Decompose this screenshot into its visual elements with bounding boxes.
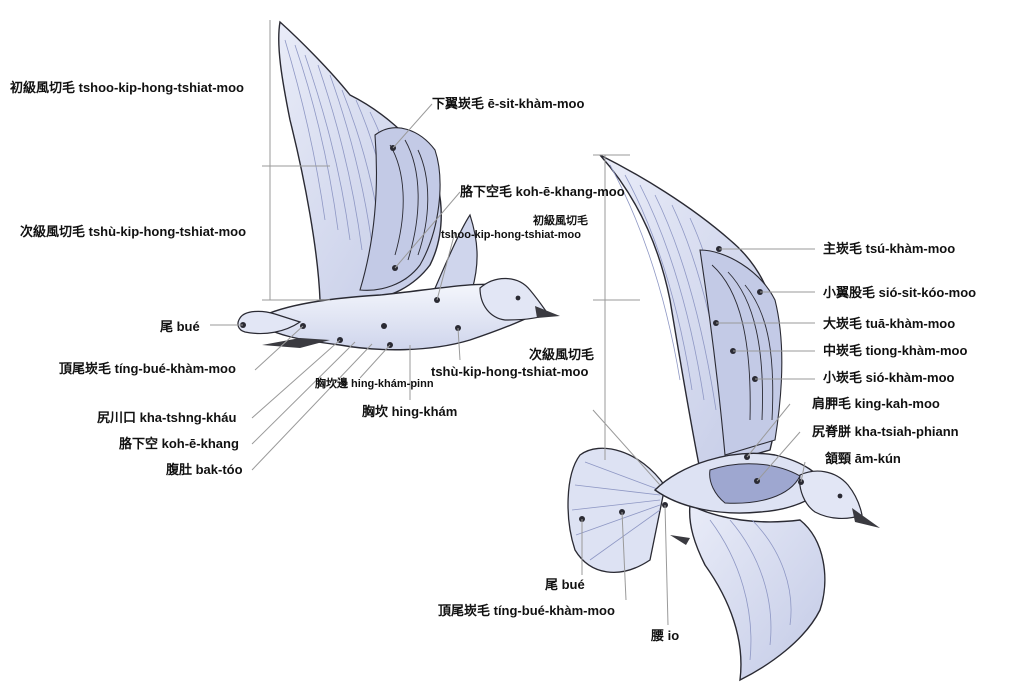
right-bird-leg bbox=[670, 535, 690, 545]
label-secondaries-inner-1: 次級風切毛 bbox=[529, 347, 595, 362]
label-primary-coverts: 主崁毛 tsú-khàm-moo bbox=[823, 241, 956, 256]
right-bird-bracket bbox=[592, 154, 661, 486]
left-bird bbox=[210, 20, 560, 471]
left-bird-feet bbox=[262, 338, 330, 348]
right-bird-lower-wing bbox=[688, 503, 826, 682]
label-tail-right: 尾 bué bbox=[545, 577, 585, 592]
left-bird-beak bbox=[535, 306, 560, 318]
label-secondaries: 次級風切毛 tshù-kip-hong-tshiat-moo bbox=[20, 224, 247, 239]
label-primaries-inner-1: 初級風切毛 bbox=[533, 215, 588, 227]
label-rump: 腰 io bbox=[651, 628, 680, 643]
label-nape: 頷頸 ām-kún bbox=[825, 451, 901, 466]
left-bird-bracket bbox=[262, 20, 330, 301]
label-scapulars: 肩胛毛 king-kah-moo bbox=[812, 396, 940, 411]
label-median-coverts: 中崁毛 tiong-khàm-moo bbox=[823, 343, 968, 358]
right-bird-leaders bbox=[581, 248, 815, 626]
right-bird bbox=[567, 154, 880, 682]
label-primaries: 初級風切毛 tshoo-kip-hong-tshiat-moo bbox=[10, 80, 244, 95]
label-vent: 尻川口 kha-tshng-kháu bbox=[97, 410, 237, 425]
left-bird-leaders bbox=[210, 103, 461, 471]
left-bird-eye bbox=[515, 295, 521, 301]
label-breast: 胸坎 hing-khám bbox=[362, 404, 458, 419]
right-bird-eye bbox=[837, 493, 843, 499]
right-bird-mantle bbox=[709, 463, 801, 504]
right-bird-tail bbox=[567, 447, 666, 573]
left-bird-far-wing bbox=[428, 213, 478, 301]
label-alula: 小翼股毛 sió-sit-kóo-moo bbox=[823, 285, 977, 300]
label-flank: 胳下空 koh-ē-khang bbox=[119, 436, 239, 451]
label-tail-left: 尾 bué bbox=[160, 319, 200, 334]
left-bird-tail bbox=[237, 310, 302, 335]
label-lesser-coverts: 小崁毛 sió-khàm-moo bbox=[823, 370, 955, 385]
label-mantle: 尻脊胼 kha-tsiah-phiann bbox=[812, 424, 959, 439]
label-greater-coverts: 大崁毛 tuā-khàm-moo bbox=[823, 316, 956, 331]
right-bird-beak bbox=[852, 508, 880, 528]
label-belly: 腹肚 bak-tóo bbox=[166, 462, 243, 477]
right-bird-head bbox=[799, 470, 863, 519]
label-primaries-inner-2: tshoo-kip-hong-tshiat-moo bbox=[441, 229, 581, 241]
label-lesser-underwing-coverts: 下翼崁毛 ē-sit-khàm-moo bbox=[432, 96, 585, 111]
label-secondaries-inner-2: tshù-kip-hong-tshiat-moo bbox=[431, 364, 589, 379]
label-breast-side: 胸坎邊 hing-khám-pinn bbox=[315, 378, 434, 390]
label-uppertail-coverts-right: 頂尾崁毛 tíng-bué-khàm-moo bbox=[438, 603, 615, 618]
label-uppertail-coverts-left: 頂尾崁毛 tíng-bué-khàm-moo bbox=[59, 361, 236, 376]
right-bird-coverts bbox=[699, 249, 783, 456]
label-axillaries: 胳下空毛 koh-ē-khang-moo bbox=[460, 184, 625, 199]
